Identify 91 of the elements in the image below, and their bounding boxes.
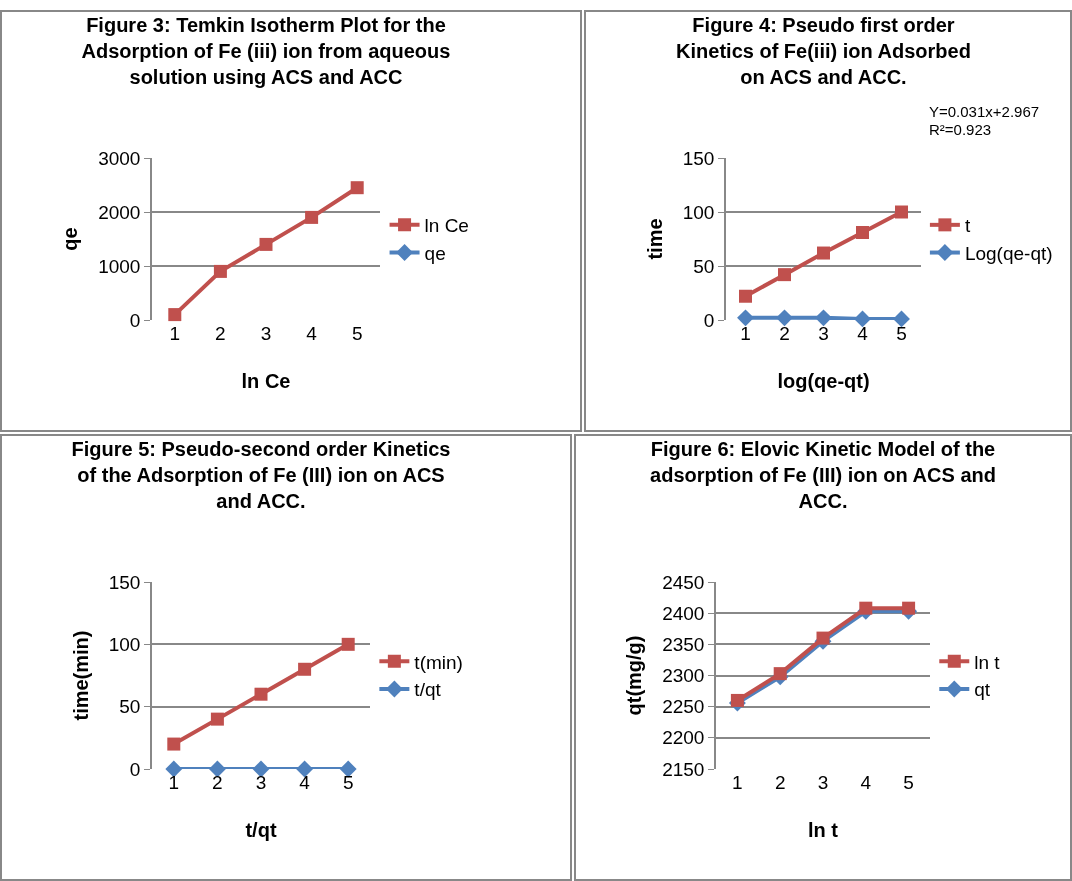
point	[210, 712, 224, 726]
point	[816, 631, 830, 645]
x-tick-label: 2	[774, 772, 786, 793]
point	[776, 309, 793, 327]
x-tick-label: 2	[779, 323, 790, 344]
point	[252, 760, 270, 778]
y-tick-label: 100	[682, 201, 715, 223]
x-tick-label: 3	[255, 772, 267, 793]
x-axis-title: ln Ce	[241, 369, 291, 392]
legend-label: qt	[974, 679, 991, 701]
x-tick-label: 4	[860, 772, 872, 793]
point	[305, 210, 319, 224]
x-tick-label: 5	[351, 323, 363, 344]
x-tick-label: 5	[896, 323, 907, 344]
point	[339, 760, 357, 778]
y-tick-label: 2250	[662, 696, 705, 718]
x-tick-label: 3	[817, 772, 829, 793]
point	[854, 310, 871, 328]
y-tick-label: 50	[693, 255, 715, 277]
legend-label: t/qt	[414, 679, 442, 701]
x-tick-label: 1	[732, 772, 743, 793]
point	[259, 237, 273, 251]
x-tick-label: 2	[215, 323, 226, 344]
point	[208, 760, 226, 778]
point	[350, 181, 364, 195]
chart-title: Figure 4: Pseudo first order Kinetics of Fe(iii) ion Adsorbed on ACS and ACC.	[676, 13, 971, 88]
y-tick-label: 2350	[662, 633, 705, 655]
legend-label: Log(qe-qt)	[964, 242, 1053, 264]
y-tick-label: 0	[129, 758, 141, 780]
point	[165, 760, 183, 778]
x-axis-title: log(qe-qt)	[777, 369, 870, 392]
x-tick-label: 5	[903, 772, 914, 793]
point	[778, 268, 791, 282]
y-tick-label: 2300	[662, 665, 705, 687]
x-axis-title: ln t	[808, 818, 839, 841]
point	[730, 693, 744, 707]
point	[817, 246, 830, 260]
x-tick-label: 2	[212, 772, 223, 793]
point	[296, 760, 314, 778]
x-tick-label: 3	[260, 323, 272, 344]
x-tick-label: 4	[306, 323, 318, 344]
y-tick-label: 2200	[662, 727, 705, 749]
point	[341, 637, 355, 651]
y-tick-label: 1000	[98, 255, 141, 277]
x-tick-label: 4	[857, 323, 869, 344]
y-tick-label: 2400	[662, 602, 705, 624]
y-tick-label: 50	[119, 696, 141, 718]
y-axis-title: time(min)	[69, 630, 92, 721]
y-axis-title: time	[643, 218, 666, 260]
point	[895, 205, 908, 219]
x-tick-label: 1	[740, 323, 751, 344]
x-axis-title: t/qt	[245, 818, 277, 841]
y-axis-title: qt(mg/g)	[623, 635, 646, 716]
point	[859, 601, 873, 615]
point	[893, 310, 910, 328]
y-tick-label: 150	[682, 147, 715, 169]
point	[737, 309, 754, 327]
point	[773, 667, 787, 681]
y-tick-label: 100	[108, 633, 141, 655]
y-tick-label: 0	[129, 309, 141, 331]
x-tick-label: 3	[818, 323, 829, 344]
y-tick-label: 2450	[662, 571, 705, 593]
legend-label: t(min)	[414, 651, 463, 673]
legend-label: ln t	[974, 651, 1001, 673]
y-axis-title: qe	[59, 227, 82, 251]
point	[254, 687, 268, 701]
x-tick-label: 1	[168, 772, 180, 793]
y-tick-label: 2150	[662, 758, 705, 780]
chart-title: Figure 3: Temkin Isotherm Plot for the Adsorption of Fe (iii) ion from aqueous solution using ACS and ACC	[81, 13, 451, 88]
y-tick-label: 150	[108, 571, 141, 593]
point	[739, 289, 752, 303]
point	[213, 264, 227, 278]
y-tick-label: 2000	[98, 201, 141, 223]
text: R²=0.923	[929, 121, 992, 138]
point	[856, 226, 869, 240]
point	[902, 601, 916, 615]
x-tick-label: 4	[299, 772, 311, 793]
point	[298, 662, 312, 676]
y-tick-label: 0	[703, 309, 715, 331]
x-tick-label: 5	[342, 772, 354, 793]
point	[815, 309, 832, 327]
point	[167, 737, 181, 751]
chart-title: Figure 6: Elovic Kinetic Model of the adsorption of Fe (III) ion on ACS and ACC.	[650, 437, 996, 512]
chart-title: Figure 5: Pseudo-second order Kinetics of the Adsorption of Fe (III) ion on ACS and ACC.	[71, 437, 451, 512]
legend-label: ln Ce	[424, 215, 469, 237]
point	[168, 308, 182, 322]
legend-label: qe	[424, 242, 446, 264]
legend-label: t	[964, 215, 971, 237]
text: Y=0.031x+2.967	[929, 103, 1040, 120]
y-tick-label: 3000	[98, 147, 141, 169]
x-tick-label: 1	[169, 323, 181, 344]
